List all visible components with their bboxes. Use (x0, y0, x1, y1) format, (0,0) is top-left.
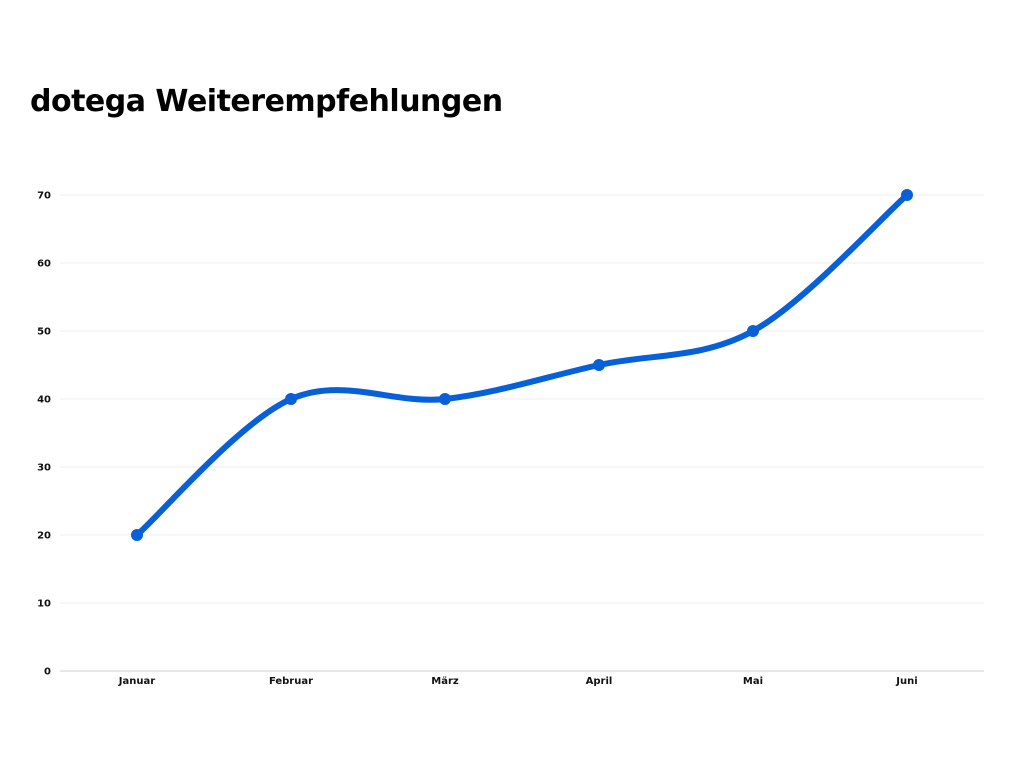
x-tick-label: März (431, 676, 459, 687)
x-tick-label: Januar (118, 676, 155, 687)
y-tick-label: 30 (37, 463, 51, 474)
y-tick-label: 60 (37, 259, 51, 270)
y-tick-labels: 0 10 20 30 40 50 60 70 (37, 191, 51, 678)
x-tick-label: Mai (743, 676, 763, 687)
x-tick-label: Juni (895, 676, 917, 687)
series-line (134, 192, 910, 538)
chart-title: dotega Weiterempfehlungen (30, 84, 503, 119)
data-point (131, 529, 143, 541)
point-layer (131, 189, 913, 541)
y-tick-label: 50 (37, 327, 51, 338)
data-point (901, 189, 913, 201)
x-tick-label: April (586, 676, 613, 687)
grid-layer (60, 194, 984, 604)
y-tick-label: 10 (37, 599, 51, 610)
series-layer (134, 192, 910, 538)
y-tick-label: 40 (37, 395, 51, 406)
y-tick-label: 70 (37, 191, 51, 202)
data-point (285, 393, 297, 405)
data-point (747, 325, 759, 337)
y-tick-label: 20 (37, 531, 51, 542)
y-tick-label: 0 (44, 667, 51, 678)
data-point (439, 393, 451, 405)
data-point (593, 359, 605, 371)
x-tick-label: Februar (269, 676, 313, 687)
x-tick-labels: Januar Februar März April Mai Juni (118, 676, 918, 687)
